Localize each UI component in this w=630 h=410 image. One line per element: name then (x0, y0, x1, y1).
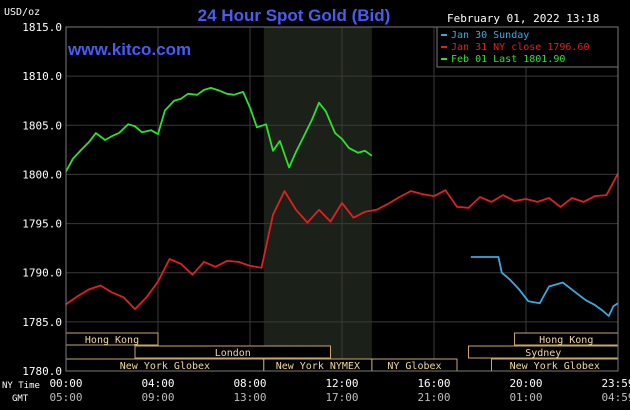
session-bar (134, 345, 331, 359)
plot-frame (65, 26, 619, 372)
series-line (470, 256, 619, 317)
x-tick-label-gmt: 01:00 (509, 391, 542, 404)
session-label: London (215, 348, 251, 359)
y-tick-label: 1805.0 (22, 119, 62, 132)
session-label: New York Globex (120, 361, 210, 372)
series-line (65, 87, 373, 172)
session-label: Hong Kong (539, 335, 593, 346)
session-label: Hong Kong (85, 335, 139, 346)
y-tick-label: 1800.0 (22, 168, 62, 181)
y-tick-label: 1780.0 (22, 365, 62, 378)
chart-timestamp: February 01, 2022 13:18 (447, 12, 599, 25)
ny-time-label: NY Time (2, 381, 40, 391)
nymex-highlight-band (263, 27, 372, 371)
price-series (65, 87, 619, 317)
nymex-session-highlight (263, 27, 372, 371)
y-tick-label: 1795.0 (22, 218, 62, 231)
y-tick-label: 1785.0 (22, 316, 62, 329)
x-tick-label-ny: 04:00 (141, 377, 174, 390)
session-label: NY Globex (387, 361, 441, 372)
session-label: New York NYMEX (276, 361, 360, 372)
x-tick-label-gmt: 21:00 (417, 391, 450, 404)
x-tick-label-gmt: 17:00 (325, 391, 358, 404)
series-line (65, 172, 619, 311)
x-tick-label-ny: 16:00 (417, 377, 450, 390)
x-tick-label-ny: 12:00 (325, 377, 358, 390)
y-axis-tick-labels: 1815.0 1810.0 1805.0 1800.0 1795.0 1790.0 1785… (22, 21, 62, 378)
x-tick-label-gmt: 09:00 (141, 391, 174, 404)
gmt-label: GMT (12, 394, 29, 404)
legend-entry: Feb 01 Last 1801.90 (451, 54, 565, 65)
x-tick-label-gmt: 05:00 (49, 391, 82, 404)
legend-box (436, 26, 619, 68)
x-tick-label-ny: 00:00 (49, 377, 82, 390)
chart-title: 24 Hour Spot Gold (Bid) (198, 6, 391, 25)
y-axis-unit-label: USD/oz (4, 7, 40, 18)
x-tick-label-ny: 08:00 (233, 377, 266, 390)
y-tick-label: 1790.0 (22, 267, 62, 280)
x-tick-label-gmt: 13:00 (233, 391, 266, 404)
legend-entry: Jan 31 NY close 1796.60 (451, 42, 589, 53)
x-tick-label-ny: 23:59 (601, 377, 630, 390)
x-tick-label-gmt: 04:59 (601, 391, 630, 404)
legend-entry: Jan 30 Sunday (451, 30, 529, 41)
y-tick-label: 1815.0 (22, 21, 62, 34)
session-label: Sydney (525, 348, 561, 359)
x-tick-label-ny: 20:00 (509, 377, 542, 390)
source-watermark: www.kitco.com (67, 40, 191, 59)
y-tick-label: 1810.0 (22, 70, 62, 83)
session-label: New York Globex (510, 361, 600, 372)
market-sessions: Hong Kong Hong Kong London Sydney New York G… (65, 332, 619, 372)
